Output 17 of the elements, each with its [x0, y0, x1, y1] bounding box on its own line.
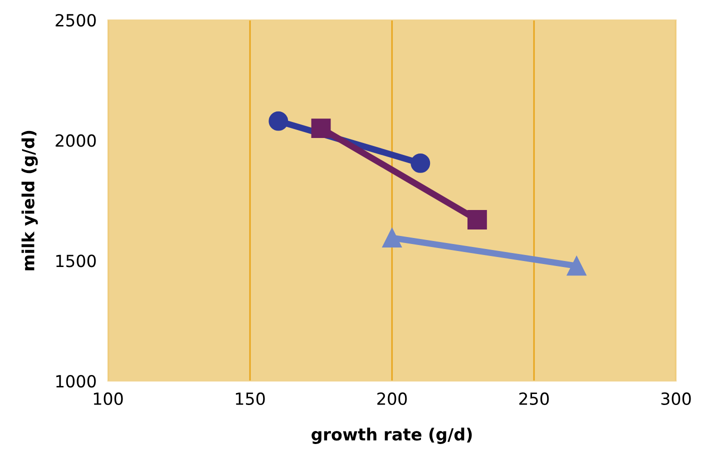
point [268, 111, 288, 131]
y-tick-label: 1000 [56, 374, 96, 388]
y-tick-label: 2500 [56, 14, 96, 27]
x-tick-label: 100 [94, 392, 123, 406]
x-tick-label: 250 [519, 392, 549, 406]
x-tick-label: 300 [661, 392, 691, 406]
point [566, 256, 586, 276]
y-tick-label: 2000 [56, 134, 96, 147]
point [467, 210, 487, 230]
point [311, 118, 331, 138]
x-tick-label: 150 [236, 392, 265, 406]
point [410, 153, 430, 173]
y-tick-label: 1500 [56, 254, 96, 268]
point [382, 228, 402, 248]
y-axis-title: milk yield (g/d) [22, 130, 38, 270]
x-axis-title: growth rate (g/d) [312, 428, 472, 444]
x-tick-label: 200 [377, 392, 407, 406]
